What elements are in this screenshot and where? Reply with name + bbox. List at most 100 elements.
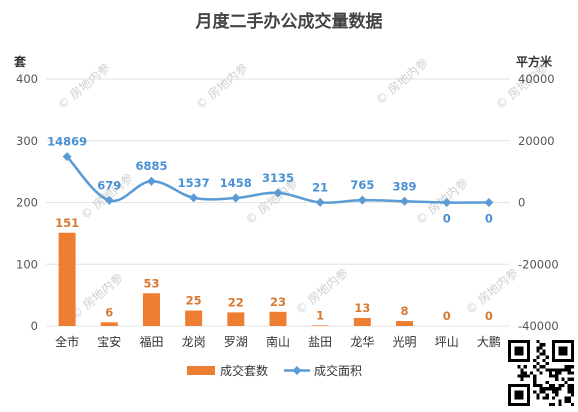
qr-module: [520, 371, 524, 375]
qr-module: [558, 371, 562, 375]
bar: [353, 317, 371, 326]
bar-data-label: 8: [401, 304, 409, 318]
qr-module: [570, 371, 574, 375]
qr-module: [539, 390, 543, 394]
y-right-tick-label: -20000: [518, 257, 559, 271]
bar: [100, 322, 118, 326]
qr-module: [552, 384, 556, 388]
qr-module: [539, 387, 543, 391]
line-point: [189, 193, 199, 203]
bar: [227, 312, 245, 326]
qr-module: [555, 371, 559, 375]
qr-module: [533, 365, 537, 369]
y-right-tick-label: 0: [518, 196, 525, 210]
line-point: [273, 188, 283, 198]
qr-module: [558, 399, 562, 403]
qr-module: [533, 384, 537, 388]
line-point: [62, 152, 72, 162]
qr-module: [545, 362, 549, 366]
qr-module: [567, 387, 571, 391]
line-point: [357, 195, 367, 205]
qr-module: [545, 380, 549, 384]
x-tick-label: 南山: [266, 334, 290, 349]
qr-module: [552, 387, 556, 391]
qr-module: [548, 368, 552, 372]
y-right-tick-label: -40000: [518, 319, 559, 333]
bar: [185, 310, 203, 326]
y-left-tick-label: 400: [16, 72, 38, 86]
qr-module: [526, 374, 530, 378]
legend-bar-label: 成交套数: [220, 363, 268, 378]
y-right-tick-label: 20000: [518, 134, 555, 148]
qr-module: [536, 355, 540, 359]
qr-module: [558, 402, 562, 406]
qr-module: [570, 393, 574, 397]
bar-data-label: 1: [316, 308, 324, 322]
bar-data-label: 13: [354, 301, 370, 315]
qr-module: [520, 368, 524, 372]
bar: [396, 321, 414, 326]
qr-module: [555, 377, 559, 381]
x-tick-label: 全市: [55, 334, 79, 349]
qr-module: [570, 384, 574, 388]
qr-module: [558, 387, 562, 391]
qr-module: [533, 380, 537, 384]
bar-data-label: 22: [228, 295, 244, 309]
qr-module: [536, 362, 540, 366]
qr-module: [567, 365, 571, 369]
qr-module: [542, 387, 546, 391]
y-right-tick-label: 40000: [518, 72, 555, 86]
legend: 成交套数 成交面积: [187, 363, 362, 378]
qr-module: [552, 368, 556, 372]
qr-module: [548, 371, 552, 375]
legend-line-marker: [292, 366, 302, 375]
qr-module: [552, 374, 556, 378]
x-tick-label: 龙华: [350, 335, 374, 349]
qr-module: [570, 390, 574, 394]
x-tick-label: 大鹏: [477, 335, 501, 349]
watermark-text: © 房地内参: [54, 60, 113, 113]
qr-module: [539, 371, 543, 375]
qr-module: [548, 387, 552, 391]
qr-module: [536, 349, 540, 353]
qr-module: [567, 399, 571, 403]
qr-module: [548, 402, 552, 406]
bar-data-label: 23: [270, 295, 286, 309]
qr-module: [523, 365, 527, 369]
qr-module: [552, 390, 556, 394]
qr-module: [530, 371, 534, 375]
bar-data-label: 53: [143, 276, 159, 290]
qr-module: [567, 368, 571, 372]
qr-module: [542, 396, 546, 400]
qr-module: [520, 377, 524, 381]
legend-bar-swatch: [187, 366, 215, 375]
line-data-label: 14869: [47, 135, 87, 149]
line-data-label: 6885: [135, 159, 167, 173]
qr-module: [570, 377, 574, 381]
line-data-label: 679: [97, 178, 121, 192]
qr-module: [536, 384, 540, 388]
y-left-tick-label: 100: [16, 257, 38, 271]
qr-module: [523, 374, 527, 378]
line-point: [315, 197, 325, 207]
line-point: [400, 196, 410, 206]
qr-module: [564, 399, 568, 403]
qr-module: [555, 387, 559, 391]
line-data-label: 0: [443, 212, 451, 226]
qr-module: [539, 346, 543, 350]
qr-finder: [514, 346, 524, 356]
line-data-label: 1458: [220, 176, 252, 190]
watermark-text: © 房地内参: [372, 55, 431, 108]
line-point: [442, 198, 452, 207]
qr-module: [533, 390, 537, 394]
bar: [58, 232, 76, 326]
qr-module: [520, 374, 524, 378]
qr-code-image: [508, 340, 574, 406]
x-tick-label: 龙岗: [182, 335, 206, 349]
line-point: [146, 176, 156, 186]
qr-module: [545, 393, 549, 397]
qr-module: [517, 374, 521, 378]
qr-module: [545, 355, 549, 359]
qr-module: [567, 377, 571, 381]
